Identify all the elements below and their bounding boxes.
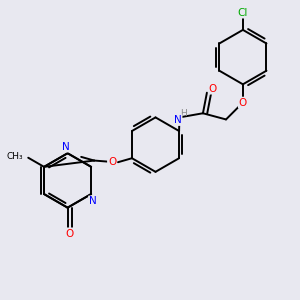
Text: Cl: Cl: [238, 8, 248, 18]
Text: N: N: [174, 115, 182, 125]
Text: H: H: [180, 109, 187, 118]
Text: CH₃: CH₃: [7, 152, 23, 160]
Text: O: O: [239, 98, 247, 108]
Text: N: N: [62, 142, 70, 152]
Text: O: O: [209, 84, 217, 94]
Text: O: O: [108, 157, 116, 167]
Text: N: N: [89, 196, 97, 206]
Text: O: O: [66, 229, 74, 238]
